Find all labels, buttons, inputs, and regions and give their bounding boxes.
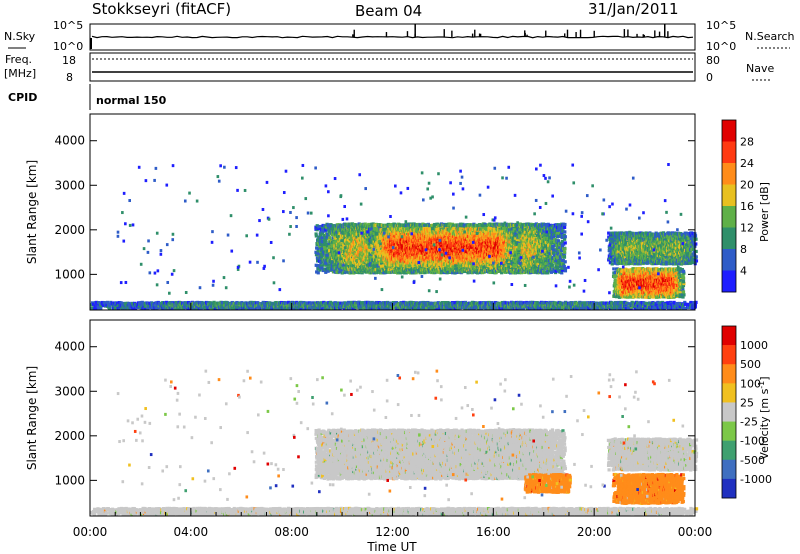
- nave-tick-top: 80: [706, 54, 720, 67]
- cpid-label: CPID: [8, 91, 37, 104]
- nave-label: Nave: [746, 62, 774, 75]
- nsearch-tick-top: 10^5: [706, 19, 736, 32]
- power-cell: [317, 271, 320, 274]
- nsearch-tick-bottom: 10^0: [706, 40, 736, 53]
- date-title: 31/Jan/2011: [588, 0, 679, 18]
- radar-figure: Stokkseyri (fitACF) Beam 04 31/Jan/2011 …: [0, 0, 800, 554]
- beam-title: Beam 04: [355, 2, 422, 20]
- freq-frame: [90, 53, 695, 81]
- nsearch-label: N.Search: [745, 30, 795, 43]
- nsky-label: N.Sky: [4, 30, 36, 43]
- freq-label-2: [MHz]: [4, 67, 36, 80]
- nsky-strip: N.Sky 10^5 10^0 10^5 10^0 N.Search: [4, 19, 795, 53]
- cpid-mode: normal 150: [96, 94, 167, 107]
- station-title: Stokkseyri (fitACF): [92, 0, 231, 18]
- power-cell: [314, 232, 317, 235]
- freq-strip: Freq. [MHz] 18 8 80 0 Nave: [4, 53, 774, 84]
- freq-tick-bottom: 8: [66, 71, 73, 84]
- power-cells: [90, 163, 698, 310]
- nave-tick-bottom: 0: [706, 71, 713, 84]
- cpid-strip: CPID normal 150: [8, 84, 167, 110]
- freq-tick-top: 18: [62, 54, 76, 67]
- nsky-trace: [92, 36, 693, 37]
- nsky-tick-bottom: 10^0: [53, 40, 83, 53]
- nsky-tick-top: 10^5: [53, 19, 83, 32]
- freq-label-1: Freq.: [5, 53, 32, 66]
